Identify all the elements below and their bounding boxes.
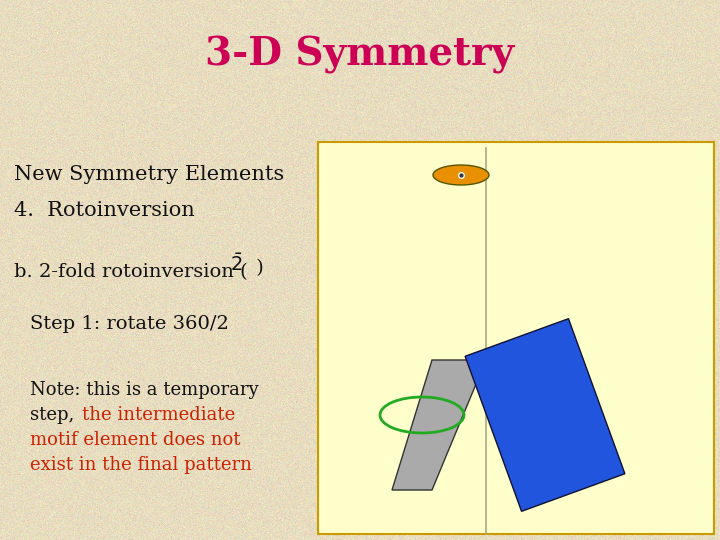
- Ellipse shape: [433, 165, 489, 185]
- Bar: [318, 142, 714, 534]
- Text: motif element does not: motif element does not: [30, 431, 240, 449]
- Text: New Symmetry Elements: New Symmetry Elements: [14, 165, 284, 185]
- Text: the intermediate: the intermediate: [82, 406, 235, 424]
- Text: $\bar{2}$: $\bar{2}$: [230, 253, 243, 275]
- Text: ): ): [250, 259, 264, 277]
- Text: Note: this is a temporary: Note: this is a temporary: [30, 381, 258, 399]
- Text: step,: step,: [30, 406, 80, 424]
- Text: b. 2-fold rotoinversion (: b. 2-fold rotoinversion (: [14, 263, 254, 281]
- Text: 4.  Rotoinversion: 4. Rotoinversion: [14, 200, 194, 219]
- Text: 3-D Symmetry: 3-D Symmetry: [205, 36, 515, 74]
- Text: exist in the final pattern: exist in the final pattern: [30, 456, 252, 474]
- Polygon shape: [465, 319, 625, 511]
- Text: Step 1: rotate 360/2: Step 1: rotate 360/2: [30, 315, 229, 333]
- Polygon shape: [392, 360, 486, 490]
